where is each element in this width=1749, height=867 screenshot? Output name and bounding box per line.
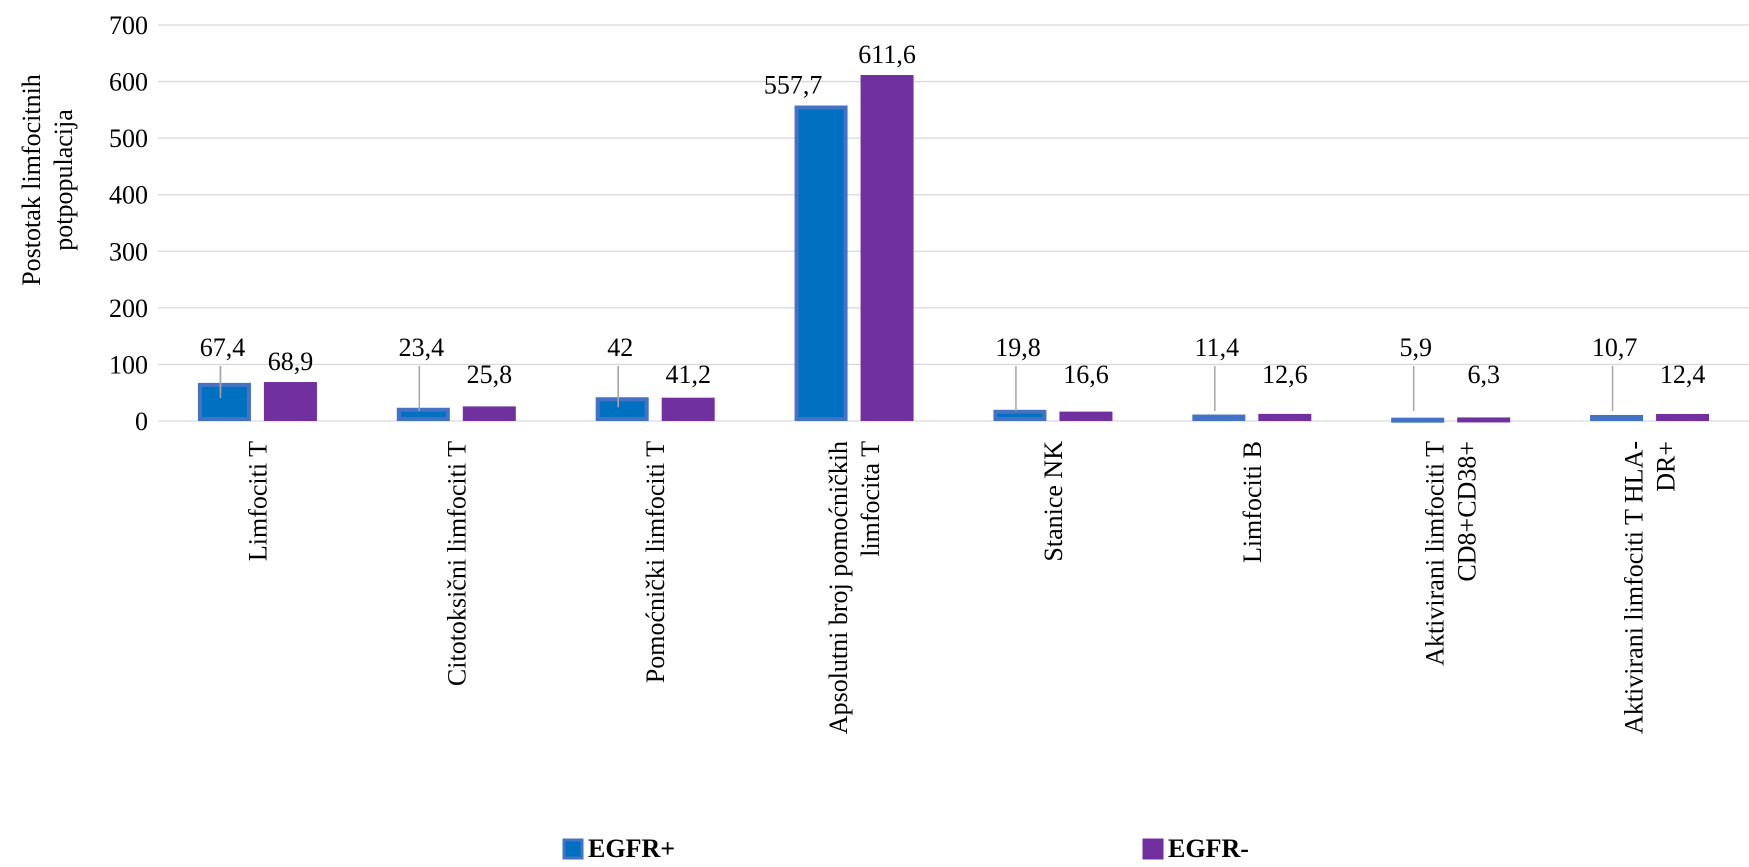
y-axis-title-text: Postotak limfocitnih potpopulacija bbox=[17, 74, 78, 286]
y-tick-label: 0 bbox=[135, 407, 148, 436]
data-label: 611,6 bbox=[858, 40, 916, 69]
data-label: 67,4 bbox=[200, 333, 246, 362]
category-label: Apsolutni broj pomoćničkih limfocita T bbox=[824, 441, 885, 734]
category-label-line: Aktivirani limfociti T HLA- bbox=[1620, 441, 1649, 734]
bar-egfr-pos bbox=[1194, 417, 1243, 419]
data-label: 41,2 bbox=[665, 360, 711, 389]
category-label: Limfociti B bbox=[1238, 441, 1267, 563]
category-label: Limfociti T bbox=[243, 441, 272, 561]
y-tick-label: 400 bbox=[109, 181, 148, 210]
data-label: 16,6 bbox=[1063, 360, 1109, 389]
bar-egfr-pos bbox=[797, 108, 846, 419]
bar-egfr-pos bbox=[200, 385, 249, 419]
bar-egfr-neg bbox=[1658, 416, 1707, 419]
bar-egfr-neg bbox=[1061, 414, 1110, 419]
data-label: 5,9 bbox=[1399, 333, 1432, 362]
data-label: 12,4 bbox=[1660, 360, 1706, 389]
bar-egfr-pos bbox=[598, 399, 647, 419]
data-label: 68,9 bbox=[268, 347, 314, 376]
legend-swatch bbox=[564, 840, 582, 858]
bar-egfr-neg bbox=[465, 408, 514, 419]
y-axis-title: Postotak limfocitnih potpopulacija bbox=[17, 74, 78, 286]
category-label-line: Limfociti T bbox=[243, 441, 272, 561]
bar-egfr-pos bbox=[1592, 417, 1641, 419]
bar-egfr-neg bbox=[1260, 416, 1309, 419]
category-label-line: limfocita T bbox=[856, 441, 885, 557]
data-label: 19,8 bbox=[995, 333, 1041, 362]
bar-egfr-pos bbox=[1393, 420, 1442, 421]
bar-egfr-neg bbox=[863, 77, 912, 419]
y-tick-label: 500 bbox=[109, 124, 148, 153]
category-label-line: Apsolutni broj pomoćničkih bbox=[824, 441, 853, 734]
category-label-line: Limfociti B bbox=[1238, 441, 1267, 563]
legend-label: EGFR- bbox=[1168, 834, 1249, 863]
category-label-line: CD8+CD38+ bbox=[1453, 441, 1482, 582]
y-tick-label: 100 bbox=[109, 350, 148, 379]
bar-egfr-neg bbox=[266, 384, 315, 419]
category-label: Aktivirani limfociti T HLA- DR+ bbox=[1620, 441, 1681, 734]
y-tick-label: 200 bbox=[109, 294, 148, 323]
category-label: Pomoćnički limfociti T bbox=[641, 441, 670, 683]
category-label-line: Pomoćnički limfociti T bbox=[641, 441, 670, 683]
data-label: 42 bbox=[607, 333, 633, 362]
category-label: Aktivirani limfociti T CD8+CD38+ bbox=[1421, 441, 1482, 666]
y-tick-label: 700 bbox=[109, 11, 148, 40]
data-label: 11,4 bbox=[1195, 333, 1240, 362]
data-label: 10,7 bbox=[1592, 333, 1638, 362]
y-axis-title-line: Postotak limfocitnih bbox=[17, 74, 46, 286]
y-axis: 0 100 200 300 400 500 600 700 bbox=[109, 11, 148, 436]
y-tick-label: 600 bbox=[109, 68, 148, 97]
y-axis-title-line: potpopulacija bbox=[49, 109, 78, 251]
bar-egfr-pos bbox=[399, 410, 448, 419]
bar-egfr-pos bbox=[995, 412, 1044, 419]
category-labels: Limfociti T Citotoksični limfociti T Pomoć… bbox=[243, 441, 1680, 734]
data-label: 23,4 bbox=[399, 333, 445, 362]
data-label: 557,7 bbox=[764, 71, 823, 100]
bar-egfr-neg bbox=[1459, 419, 1508, 420]
legend: EGFR+ EGFR- bbox=[564, 834, 1249, 863]
data-label: 6,3 bbox=[1467, 360, 1500, 389]
data-labels: 67,4 68,9 23,4 25,8 42 41,2 557,7 611,6 19,8 16,6… bbox=[200, 40, 1706, 411]
data-label: 12,6 bbox=[1262, 360, 1308, 389]
gridlines bbox=[158, 25, 1749, 421]
category-label-line: Aktivirani limfociti T bbox=[1421, 441, 1450, 666]
category-label-line: Stanice NK bbox=[1039, 441, 1068, 562]
category-label: Stanice NK bbox=[1039, 441, 1068, 562]
category-label-line: DR+ bbox=[1652, 441, 1681, 492]
legend-swatch bbox=[1144, 840, 1162, 858]
category-label: Citotoksični limfociti T bbox=[442, 441, 471, 686]
legend-label: EGFR+ bbox=[588, 834, 675, 863]
y-tick-label: 300 bbox=[109, 237, 148, 266]
category-label-line: Citotoksični limfociti T bbox=[442, 441, 471, 686]
bar-egfr-neg bbox=[664, 400, 713, 419]
data-label: 25,8 bbox=[467, 360, 513, 389]
